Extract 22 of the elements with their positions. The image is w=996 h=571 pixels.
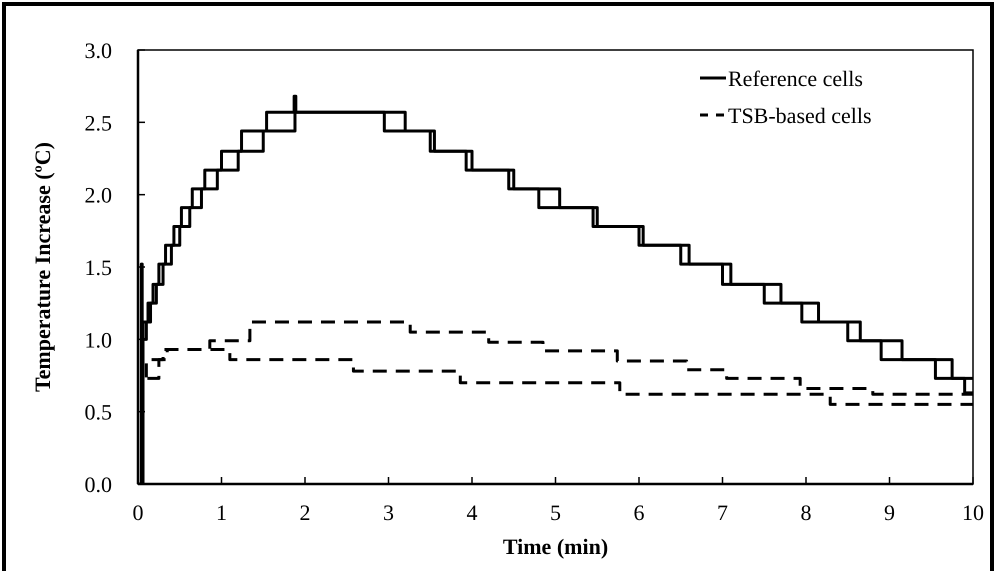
x-tick-label: 1 bbox=[216, 500, 227, 525]
y-tick-label: 1.0 bbox=[84, 327, 112, 352]
y-tick-label: 0.5 bbox=[84, 400, 112, 425]
y-axis-title: Temperature Increase (ºC) bbox=[30, 142, 55, 392]
y-tick-label: 2.0 bbox=[84, 182, 112, 208]
x-tick-label: 7 bbox=[717, 500, 728, 525]
x-tick-label: 5 bbox=[550, 500, 561, 525]
y-tick-label: 3.0 bbox=[84, 38, 112, 63]
x-axis-title: Time (min) bbox=[502, 534, 608, 559]
x-tick-label: 4 bbox=[466, 500, 478, 525]
legend-label: Reference cells bbox=[728, 66, 863, 91]
y-tick-label: 1.5 bbox=[84, 255, 112, 280]
x-tick-label: 10 bbox=[962, 500, 984, 525]
y-tick-label: 2.5 bbox=[84, 110, 112, 136]
y-tick-label: 0.0 bbox=[84, 472, 112, 497]
x-tick-label: 8 bbox=[800, 500, 812, 525]
x-tick-label: 2 bbox=[300, 500, 310, 525]
x-tick-label: 9 bbox=[884, 500, 895, 525]
legend-label: TSB-based cells bbox=[728, 103, 872, 128]
x-tick-label: 0 bbox=[132, 500, 144, 525]
x-tick-label: 3 bbox=[383, 500, 394, 525]
x-tick-label: 6 bbox=[634, 500, 644, 525]
